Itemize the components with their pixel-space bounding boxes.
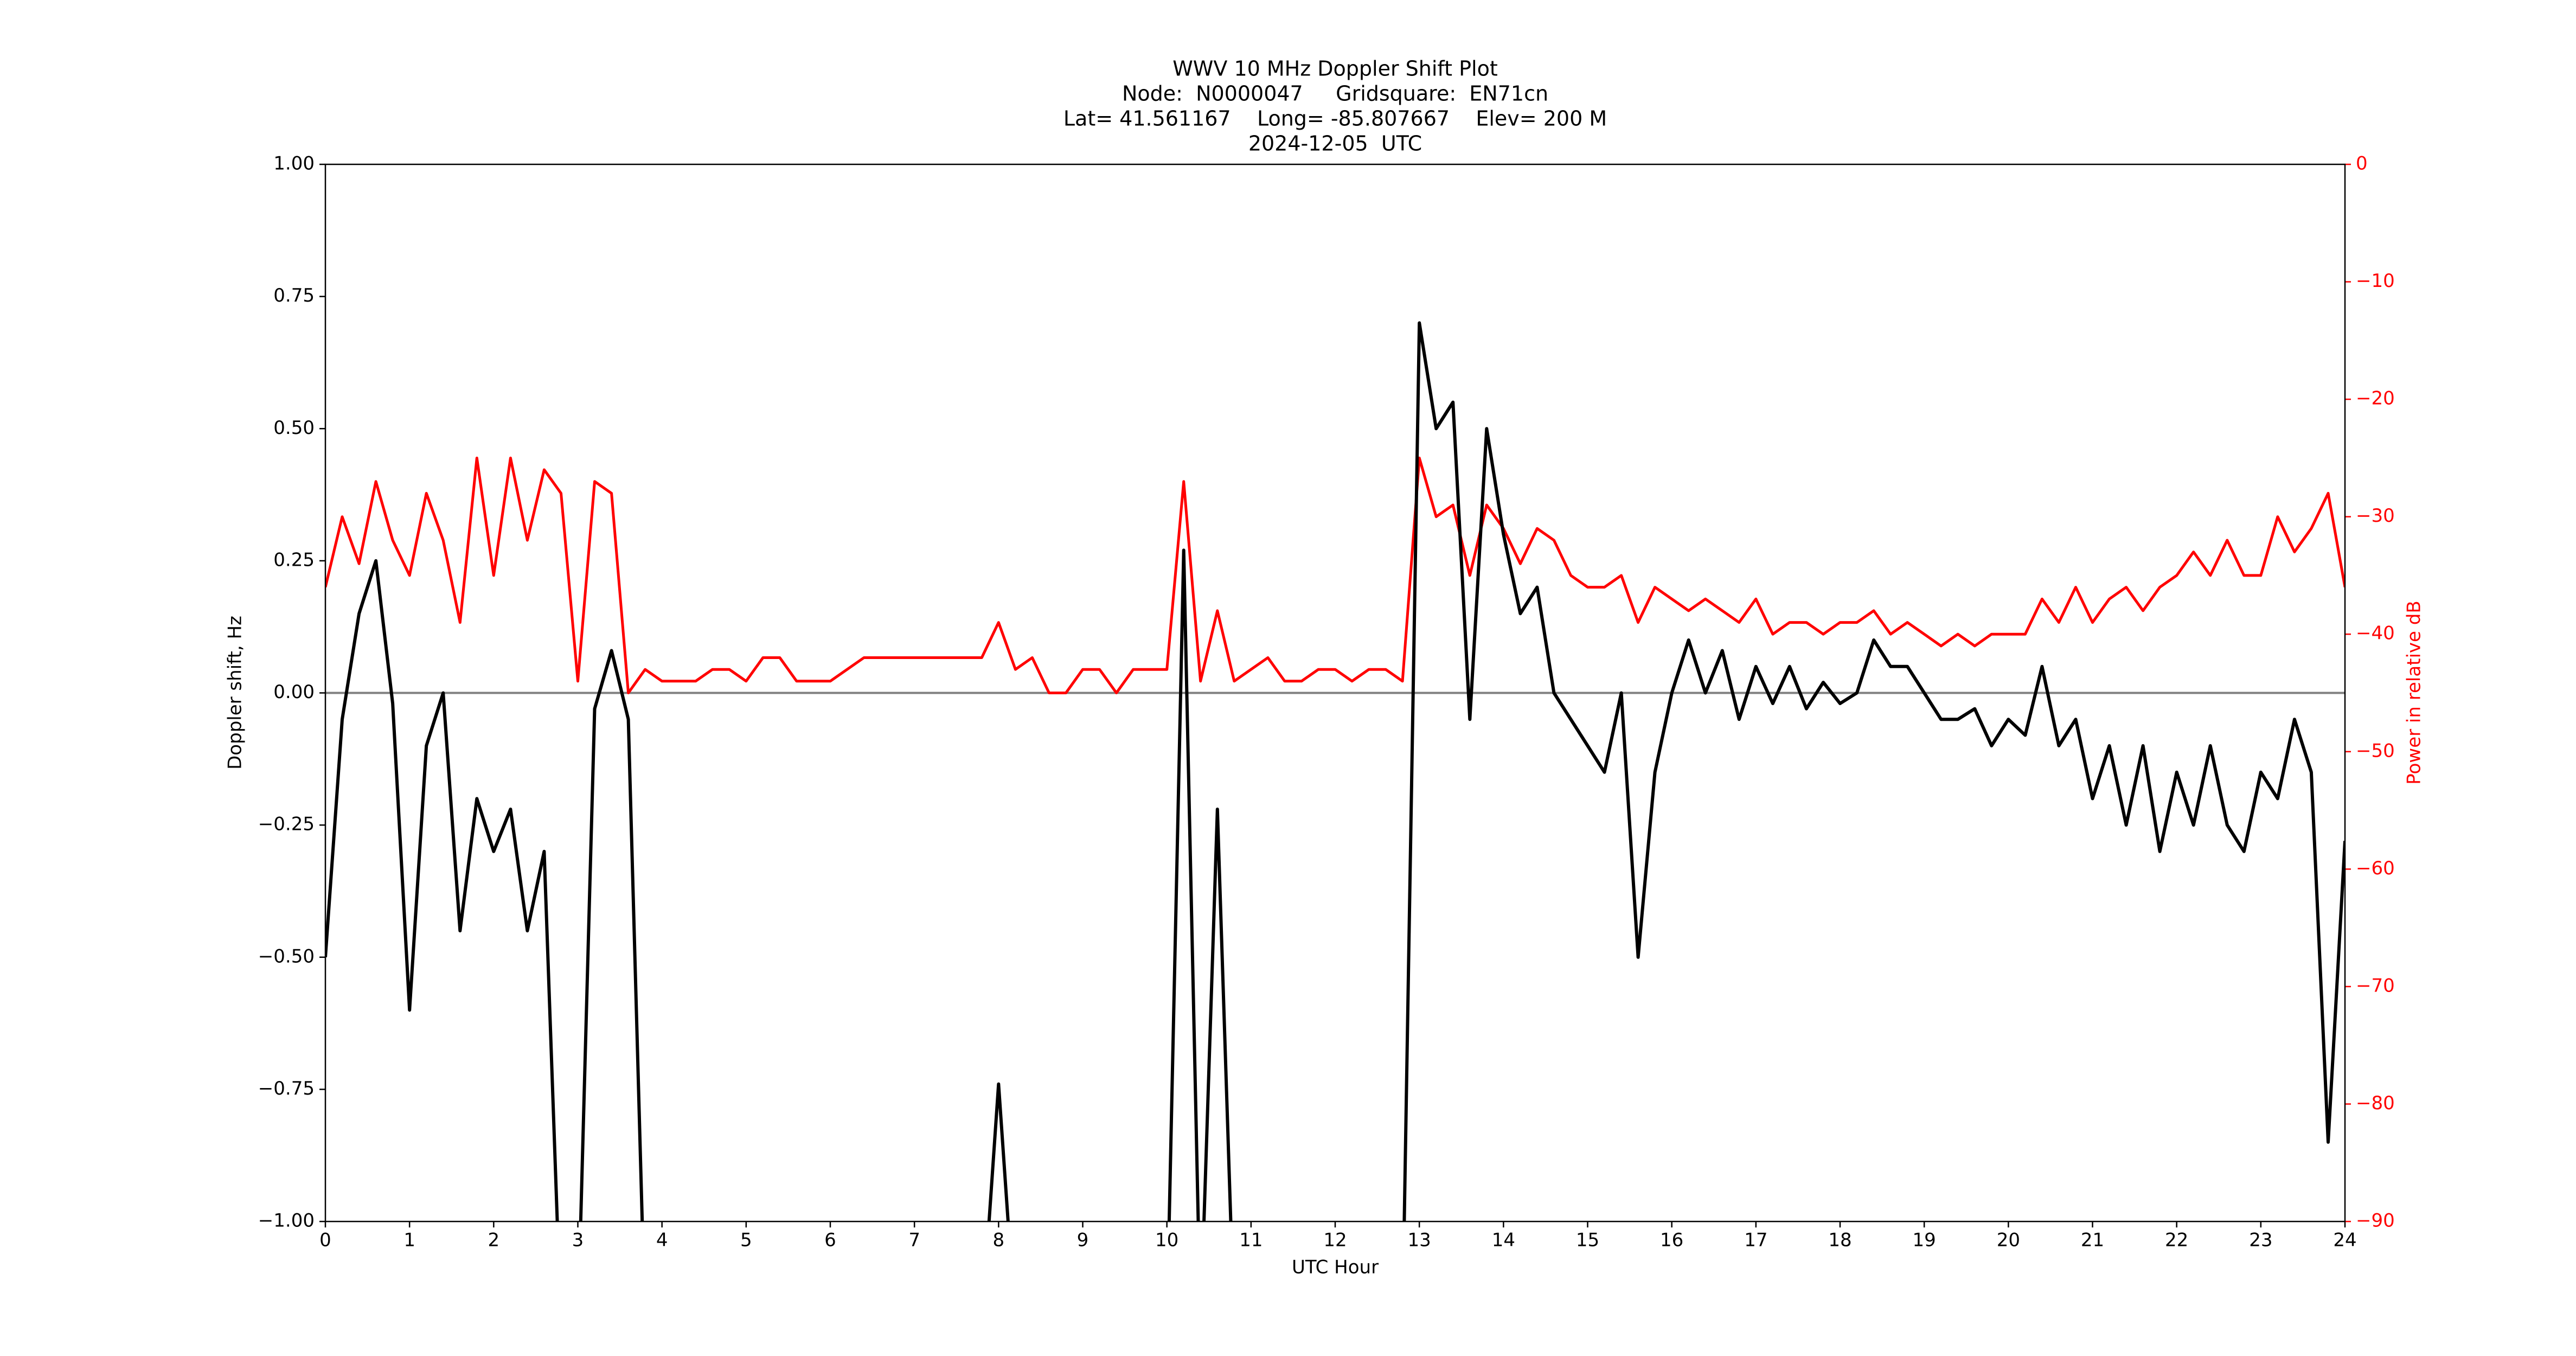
y2-tick-label: −10 [2356, 270, 2395, 292]
x-tick-label: 1 [403, 1230, 415, 1251]
y2-tick-label: −70 [2356, 975, 2395, 996]
y2-tick-label: −60 [2356, 858, 2395, 879]
x-tick-label: 11 [1239, 1230, 1263, 1251]
x-tick-label: 8 [993, 1230, 1005, 1251]
x-tick-label: 18 [1828, 1230, 1851, 1251]
y-tick-label: 0.00 [273, 681, 315, 703]
y2-tick-label: −20 [2356, 388, 2395, 410]
x-tick-label: 17 [1744, 1230, 1767, 1251]
x-tick-label: 13 [1408, 1230, 1431, 1251]
x-tick-label: 21 [2081, 1230, 2104, 1251]
y2-tick-label: −80 [2356, 1092, 2395, 1114]
y2-tick-label: −90 [2356, 1210, 2395, 1232]
x-tick-label: 6 [824, 1230, 836, 1251]
y2-tick-label: −30 [2356, 505, 2395, 527]
y-tick-label: −0.75 [258, 1078, 315, 1099]
x-tick-label: 12 [1323, 1230, 1347, 1251]
x-tick-label: 15 [1576, 1230, 1599, 1251]
y2-tick-label: −50 [2356, 740, 2395, 762]
series-line [325, 321, 2345, 1221]
chart-subtitle: Node: N0000047 Gridsquare: EN71cn [1122, 82, 1548, 106]
x-tick-label: 0 [319, 1230, 331, 1251]
y-tick-label: −1.00 [258, 1210, 315, 1232]
x-tick-label: 20 [1997, 1230, 2020, 1251]
y2-tick-label: −40 [2356, 623, 2395, 644]
x-tick-label: 2 [488, 1230, 500, 1251]
plot-frame [324, 163, 2346, 1223]
x-tick-label: 22 [2165, 1230, 2188, 1251]
y-tick-label: 0.50 [273, 417, 315, 439]
x-tick-label: 3 [572, 1230, 584, 1251]
x-tick-label: 14 [1492, 1230, 1515, 1251]
y-axis-label: Doppler shift, Hz [225, 616, 246, 770]
chart-subtitle: Lat= 41.561167 Long= -85.807667 Elev= 20… [1063, 107, 1607, 131]
x-tick-label: 19 [1913, 1230, 1936, 1251]
x-tick-label: 24 [2333, 1230, 2356, 1251]
x-tick-label: 7 [908, 1230, 920, 1251]
x-tick-label: 4 [656, 1230, 668, 1251]
y-tick-label: 0.25 [273, 549, 315, 571]
chart-subtitle: 2024-12-05 UTC [1248, 132, 1422, 156]
y2-axis-label: Power in relative dB [2404, 600, 2425, 784]
x-tick-label: 16 [1660, 1230, 1683, 1251]
chart-title: WWV 10 MHz Doppler Shift Plot [1172, 57, 1498, 81]
y-tick-label: −0.50 [258, 945, 315, 967]
y2-tick-label: 0 [2356, 153, 2368, 175]
series-line [325, 456, 2345, 694]
x-tick-label: 5 [740, 1230, 752, 1251]
y-tick-label: −0.25 [258, 814, 315, 835]
x-tick-label: 10 [1155, 1230, 1178, 1251]
y-tick-label: 0.75 [273, 285, 315, 306]
y-tick-label: 1.00 [273, 153, 315, 175]
x-tick-label: 23 [2249, 1230, 2272, 1251]
x-tick-label: 9 [1077, 1230, 1089, 1251]
x-axis-label: UTC Hour [1292, 1257, 1379, 1278]
